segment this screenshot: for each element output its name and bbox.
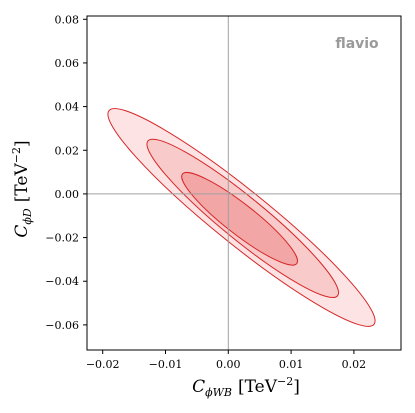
y-tick-label: 0.08 xyxy=(55,13,80,26)
x-tick-label: −0.01 xyxy=(149,358,183,371)
x-axis-label-close: ] xyxy=(293,377,300,397)
axis-ticks: −0.02 −0.01 0.00 0.01 0.02 −0.06 −0.04 −0.02 0.0… xyxy=(45,13,366,371)
contours-layer xyxy=(107,108,376,327)
reference-lines xyxy=(87,16,401,350)
y-axis-label-exponent: −2 xyxy=(10,147,23,163)
y-tick-label: 0.02 xyxy=(55,144,80,157)
y-tick-label: 0.06 xyxy=(55,57,80,70)
y-tick-label: 0.00 xyxy=(55,188,80,201)
y-tick-label: 0.04 xyxy=(55,101,80,114)
y-tick-label: −0.04 xyxy=(45,275,79,288)
x-axis-label-unit: [TeV xyxy=(238,377,278,397)
x-axis-label-exponent: −2 xyxy=(277,375,293,388)
x-tick-label: 0.02 xyxy=(342,358,367,371)
x-tick-label: 0.00 xyxy=(216,358,241,371)
x-axis-label: CϕWB [TeV−2] xyxy=(192,375,300,399)
y-tick-label: −0.02 xyxy=(45,232,79,245)
x-tick-label: 0.01 xyxy=(279,358,304,371)
plot-frame xyxy=(86,15,402,351)
contour-inner xyxy=(181,172,299,266)
y-axis-label-subscript: ϕD xyxy=(21,208,34,224)
x-axis-label-subscript: ϕWB xyxy=(205,386,232,399)
y-axis-label-symbol: C xyxy=(12,225,32,238)
flavio-watermark: flavio xyxy=(335,36,379,52)
y-axis-label-unit: [TeV xyxy=(12,163,32,203)
y-axis-label-close: ] xyxy=(12,140,32,147)
x-tick-label: −0.02 xyxy=(86,358,120,371)
y-axis-label: CϕD [TeV−2] xyxy=(10,140,34,237)
y-tick-label: −0.06 xyxy=(45,319,79,332)
x-axis-label-symbol: C xyxy=(192,377,205,397)
